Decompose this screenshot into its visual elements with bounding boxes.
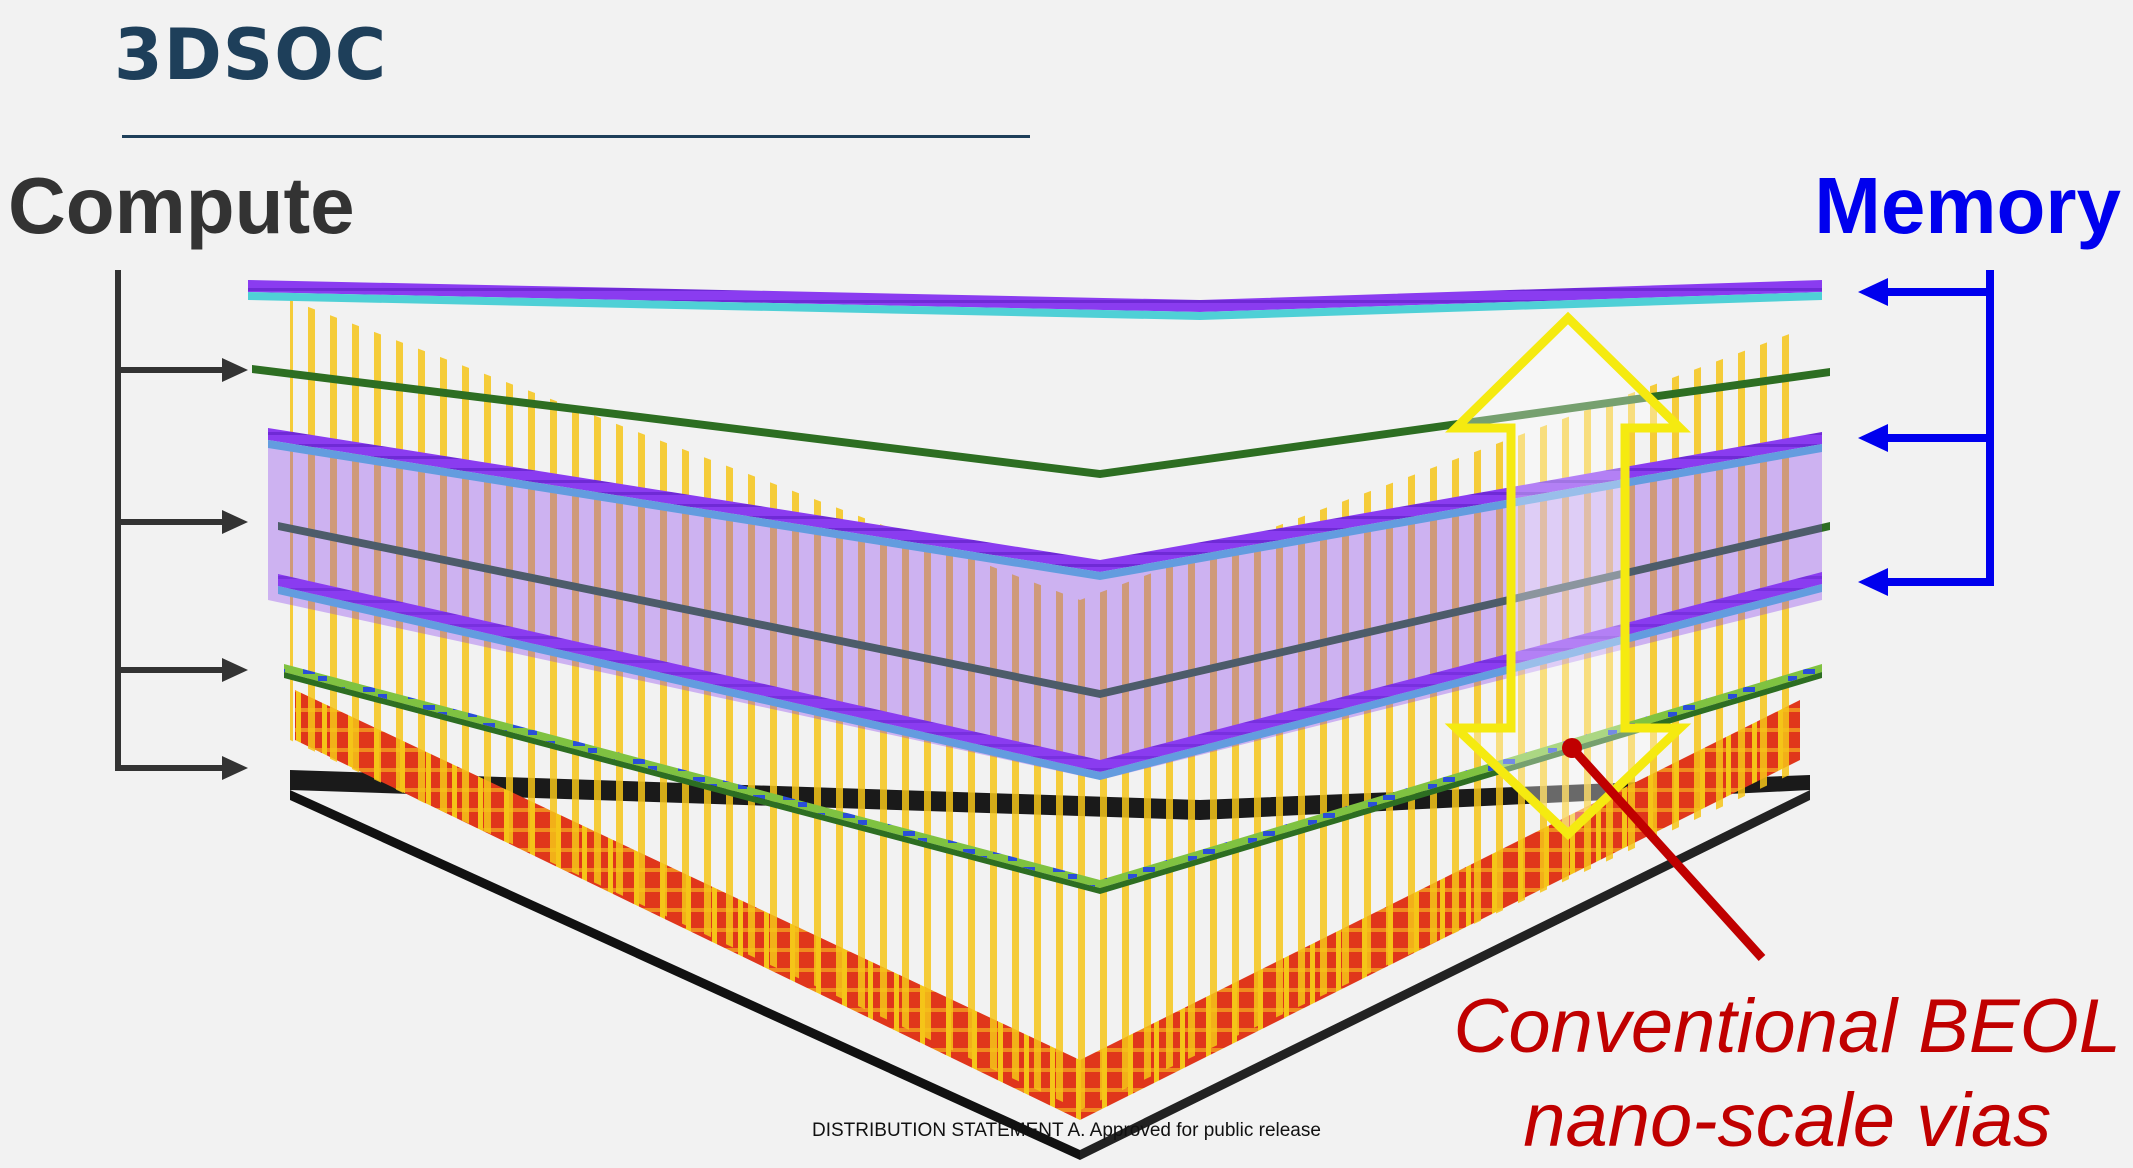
- callout-dot: [1562, 738, 1582, 758]
- callout-line: [1568, 744, 1766, 962]
- beol-callout-label: Conventional BEOL nano-scale vias: [1453, 980, 2121, 1168]
- memory-label: Memory: [1814, 161, 2121, 250]
- distribution-statement: DISTRIBUTION STATEMENT A. Approved for p…: [812, 1120, 1321, 1141]
- compute-label: Compute: [8, 161, 355, 250]
- title-underline: [122, 135, 1030, 138]
- page-title: 3DSOC: [114, 14, 388, 96]
- memory-layer-1: [248, 280, 1822, 312]
- memory-bracket-arrow-icon: [1880, 270, 1994, 586]
- beol-callout-line2: nano-scale vias: [1523, 1078, 2052, 1163]
- double-headed-arrow-icon: [1444, 311, 1692, 841]
- beol-callout-line1: Conventional BEOL: [1453, 984, 2121, 1069]
- compute-bracket-arrow-icon: [115, 270, 230, 771]
